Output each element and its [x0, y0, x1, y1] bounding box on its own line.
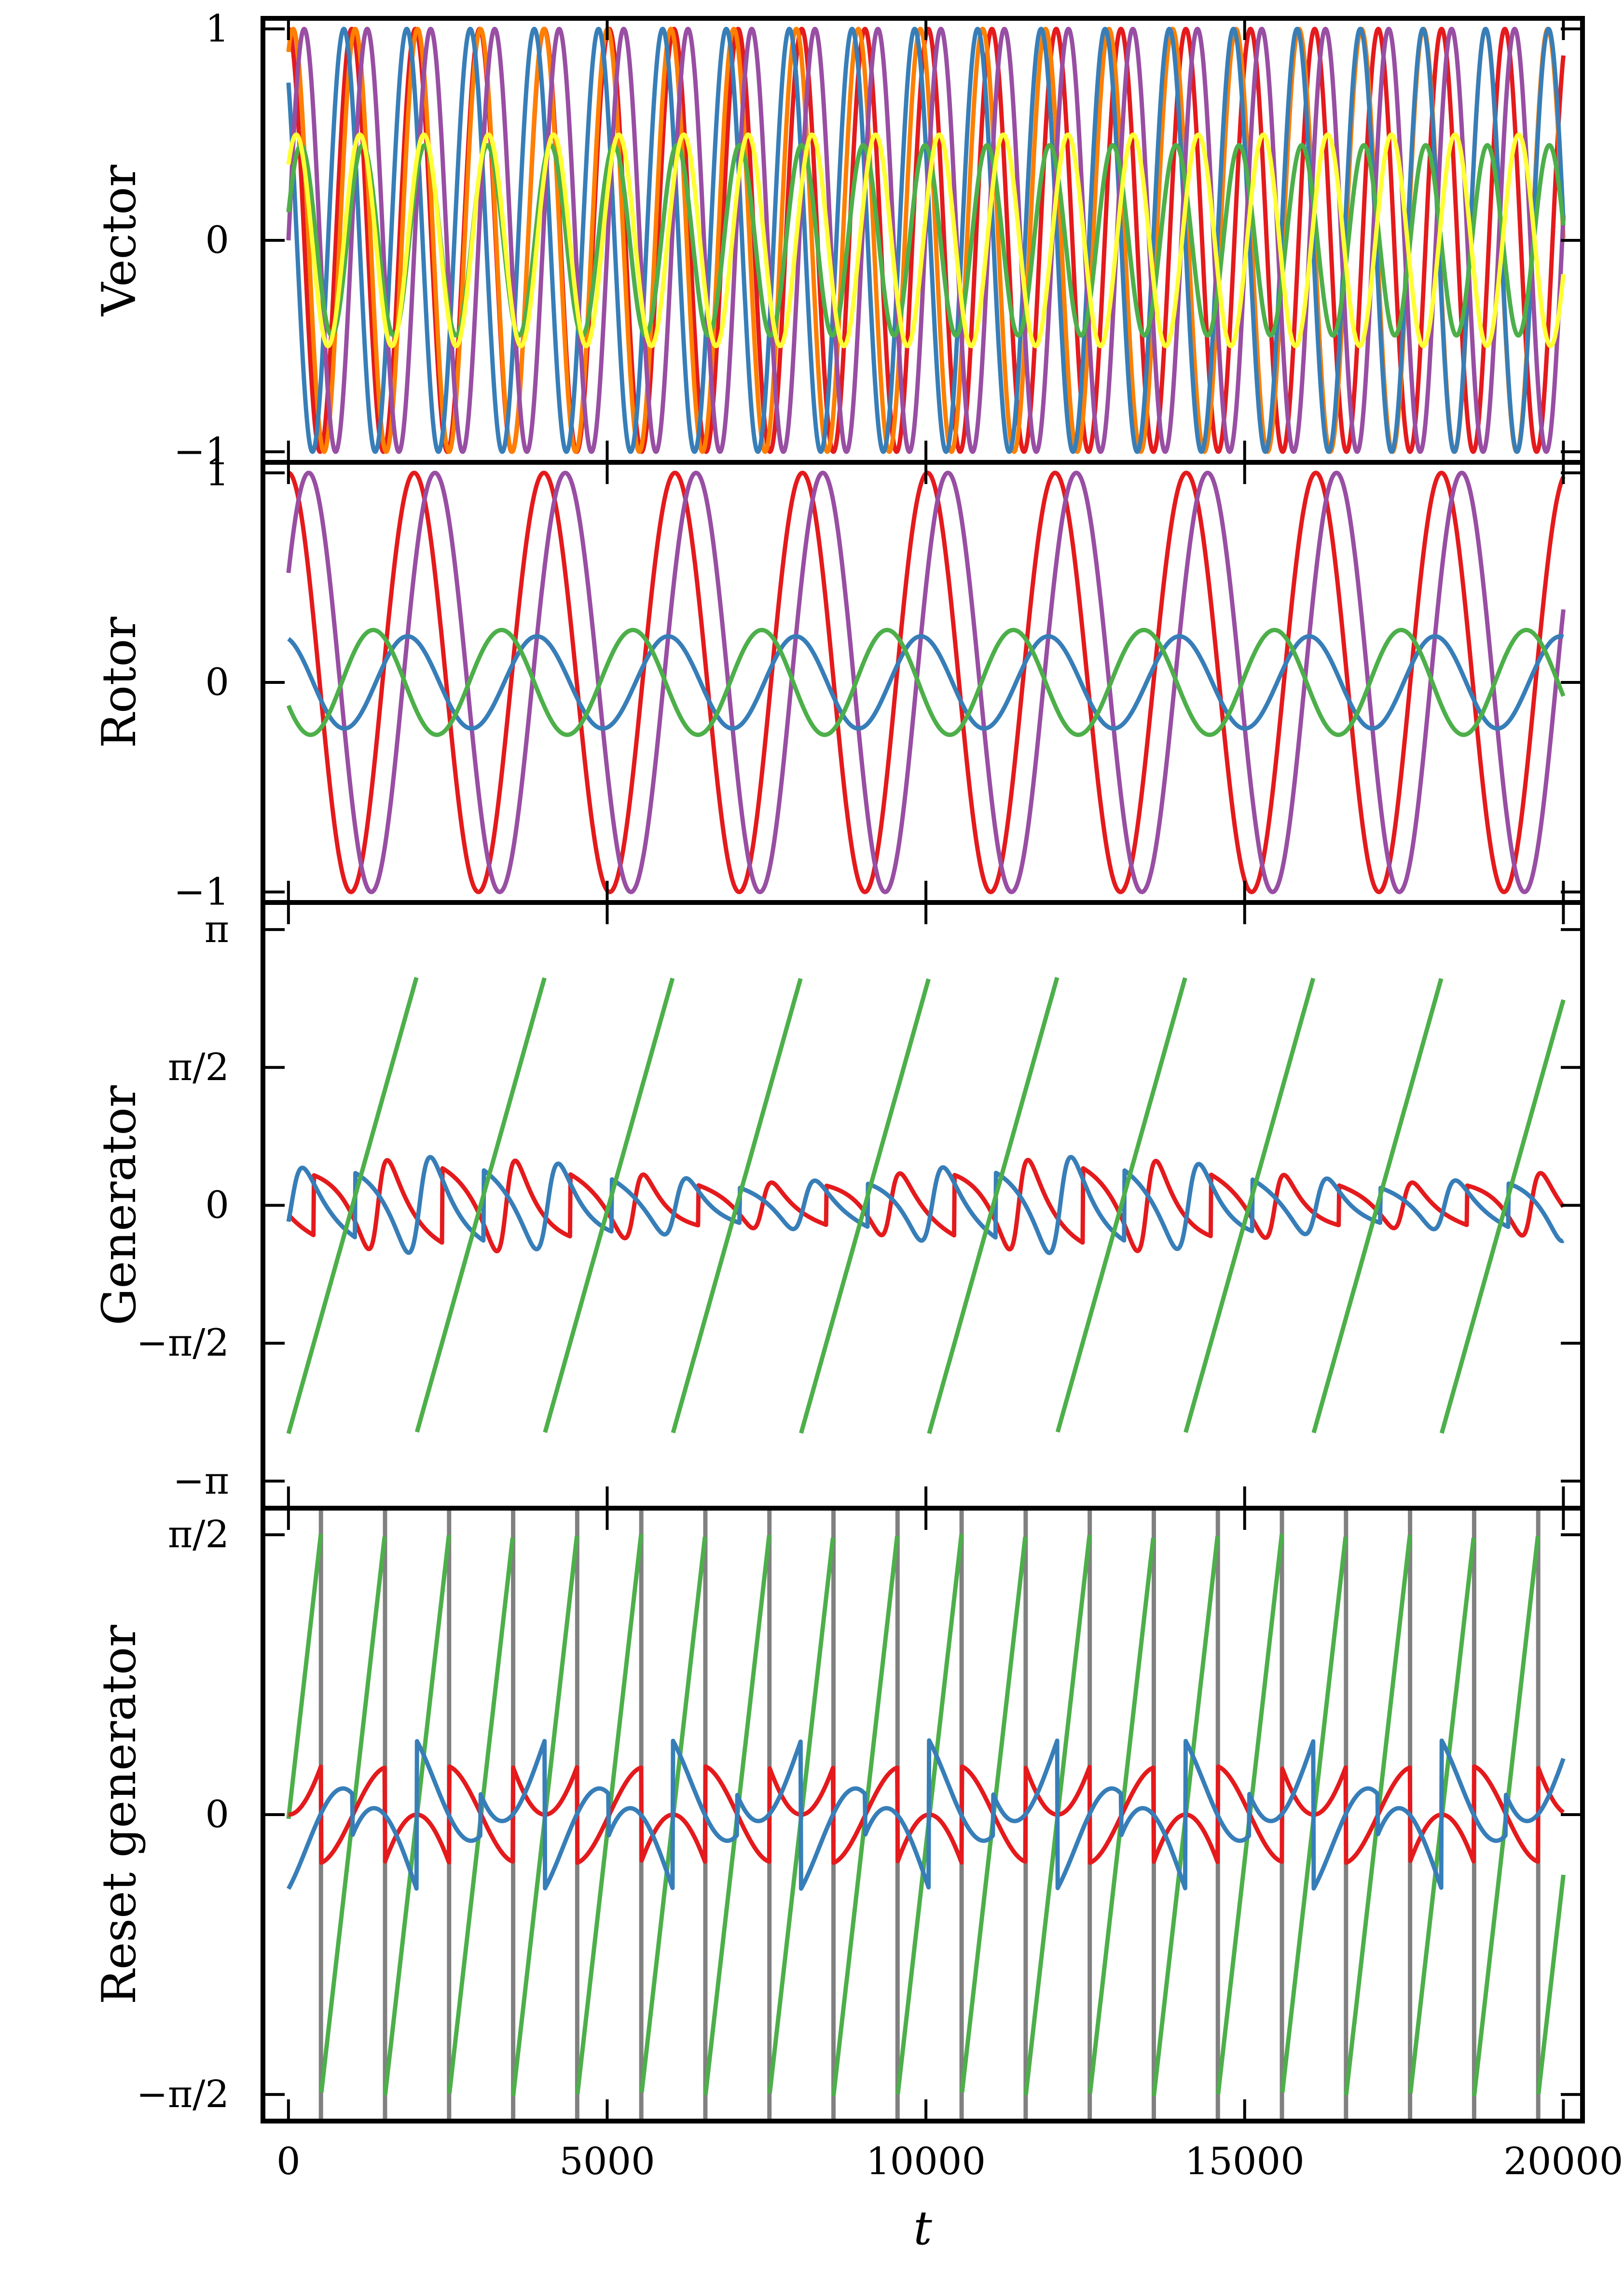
y-tick-label: 1 — [205, 451, 229, 495]
y-tick-label: π — [205, 908, 229, 951]
y-tick-label: −1 — [174, 430, 229, 473]
series-line-2 — [287, 634, 1565, 731]
x-tick-label: 5000 — [559, 2140, 655, 2183]
panel-generator: −π −π/2 0 π/2 π Generator — [92, 900, 1585, 1511]
x-tick-label: 20000 — [1503, 2140, 1623, 2183]
series-line-2 — [286, 977, 1566, 1434]
panel-reset-generator: −π/2 0 π/2 0 5000 10000 15000 20000 Reset genera… — [92, 1506, 1623, 2255]
x-tick-label: 10000 — [866, 2140, 986, 2183]
y-tick-label: 0 — [205, 219, 229, 262]
series-line-1 — [286, 1155, 1565, 1255]
y-axis-title: Reset generator — [92, 1625, 146, 2005]
x-tick-label: 15000 — [1185, 2140, 1305, 2183]
y-tick-label: π/2 — [168, 1513, 229, 1556]
series-line-5 — [286, 132, 1566, 348]
x-tick-label: 0 — [276, 2140, 301, 2183]
y-tick-label: −π/2 — [136, 1321, 229, 1365]
y-tick-label: π/2 — [168, 1046, 229, 1089]
panel-vector: −1 0 1 Vector — [92, 7, 1585, 473]
y-axis-title: Vector — [92, 165, 146, 316]
y-axis-title: Rotor — [92, 617, 146, 748]
y-axis-title: Generator — [92, 1085, 146, 1326]
series-line-0 — [287, 1158, 1566, 1253]
x-axis-title: t — [913, 2201, 932, 2255]
y-tick-label: 1 — [205, 7, 229, 51]
series-line-1 — [286, 471, 1566, 894]
series-line-3 — [286, 1738, 1566, 1891]
y-tick-label: 0 — [205, 1184, 229, 1227]
y-tick-label: −π/2 — [136, 2073, 229, 2116]
y-tick-label: 0 — [205, 1793, 229, 1836]
series-line-2 — [287, 1764, 1565, 1865]
y-tick-label: −1 — [174, 870, 229, 914]
series-line-3 — [286, 627, 1566, 737]
panel-rotor: −1 0 1 Rotor — [92, 451, 1585, 914]
y-tick-label: 0 — [205, 661, 229, 704]
y-tick-label: −π — [173, 1459, 229, 1503]
